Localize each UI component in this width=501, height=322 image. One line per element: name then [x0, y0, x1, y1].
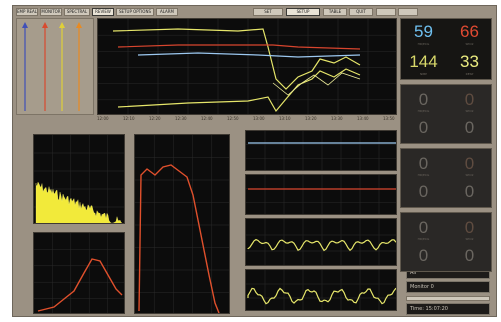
progress-bar [406, 296, 490, 301]
table-button[interactable]: TABLE [323, 8, 347, 16]
tab-emp-real[interactable]: EMP REAL [16, 8, 38, 16]
vital-group-value: 0 [418, 90, 429, 109]
setup-button[interactable]: SETUP [286, 8, 320, 16]
vital-resp-value: 33 [460, 52, 479, 71]
quit-button[interactable]: QUIT [349, 8, 373, 16]
vital-hr-value: 59 [414, 22, 433, 41]
vital-hr-label: HR/ECG [417, 42, 430, 46]
vital-group-label: HR/ECG [417, 109, 430, 113]
vital-group-value: 0 [464, 218, 475, 237]
waveform-3-trace [247, 238, 396, 252]
vital-group-value: 0 [464, 118, 475, 137]
spectrum-chart [33, 134, 125, 224]
histogram-curve [37, 258, 123, 312]
waveform-4-graphic [246, 270, 396, 310]
waveform-3-graphic [246, 219, 396, 265]
vital-group-value: 0 [464, 154, 475, 173]
tab-alarm[interactable]: ALARM [156, 8, 178, 16]
waveform-1-graphic [246, 131, 396, 170]
vitals-group-3: 0 HR/ECG 0 SPO2 0 0 [400, 212, 492, 272]
vital-spo2-label: SPO2 [465, 42, 474, 46]
set-button[interactable]: SET [253, 8, 283, 16]
vital-nibp-value: 144 [409, 52, 438, 71]
monitor-window: EMP REAL MONITOR SPECTRAL REVIEW SETUP O… [12, 5, 497, 317]
tab-monitor[interactable]: MONITOR [40, 8, 62, 16]
waveform-4-trace [247, 287, 396, 305]
toolbar-extra-2[interactable] [398, 8, 418, 16]
vital-group-value: 0 [418, 118, 429, 137]
vitals-primary: 59 HR/ECG 66 SPO2 144 NIBP 33 RESP [400, 18, 492, 80]
spectrum-graphic [34, 135, 124, 223]
vital-group-label: HR/ECG [417, 237, 430, 241]
trend-series-red [117, 44, 361, 50]
vital-spo2-value: 66 [460, 22, 479, 41]
plateau-curve [138, 164, 220, 313]
time-field: Time: 15:07:20 [406, 303, 490, 315]
tab-setup-options[interactable]: SETUP OPTIONS [116, 8, 154, 16]
trend-x-tick: 12:20 [149, 116, 161, 121]
trend-series-blue [137, 52, 361, 58]
vital-group-label: HR/ECG [417, 173, 430, 177]
bar-gauges [16, 18, 94, 115]
vital-group-value: 0 [464, 182, 475, 201]
vitals-group-1: 0 HR/ECG 0 SPO2 0 0 [400, 84, 492, 144]
histogram-chart [33, 232, 125, 314]
vital-group-value: 0 [464, 90, 475, 109]
trend-x-tick: 13:00 [253, 116, 265, 121]
trend-x-tick: 13:10 [279, 116, 291, 121]
vital-group-label: SPO2 [465, 173, 474, 177]
trend-x-tick: 13:50 [383, 116, 395, 121]
vital-group-value: 0 [464, 246, 475, 265]
trend-series-yellow-2 [117, 68, 361, 113]
vital-group-value: 0 [418, 154, 429, 173]
tab-spectral[interactable]: SPECTRAL [64, 8, 90, 16]
trend-x-tick: 12:10 [123, 116, 135, 121]
waveform-strip-4 [245, 269, 397, 311]
trend-x-tick: 12:40 [201, 116, 213, 121]
trend-x-tick: 13:40 [357, 116, 369, 121]
waveform-strip-1 [245, 130, 397, 171]
vital-group-value: 0 [418, 218, 429, 237]
trend-x-tick: 12:00 [97, 116, 109, 121]
vital-group-value: 0 [418, 182, 429, 201]
trend-chart [97, 18, 397, 115]
vital-resp-label: RESP [465, 72, 474, 76]
trend-x-tick: 12:50 [227, 116, 239, 121]
monitor-field[interactable]: Monitor 0 [406, 281, 490, 293]
tab-review[interactable]: REVIEW [92, 8, 114, 16]
trend-x-tick: 12:30 [175, 116, 187, 121]
plateau-chart [134, 134, 230, 314]
time-value: 15:07:20 [425, 306, 448, 312]
trend-x-axis: 12:00 12:10 12:20 12:30 12:40 12:50 13:00 13:10… [97, 116, 397, 122]
waveform-strip-3 [245, 218, 397, 266]
histogram-graphic [34, 233, 124, 313]
bar-gauges-graphic [22, 22, 82, 111]
spectrum-area [35, 181, 123, 223]
vital-nibp-label: NIBP [420, 72, 427, 76]
trend-graphic [98, 19, 396, 114]
vital-group-value: 0 [418, 246, 429, 265]
vital-group-label: SPO2 [465, 237, 474, 241]
trend-series-yellow-3 [272, 72, 361, 96]
vitals-group-2: 0 HR/ECG 0 SPO2 0 0 [400, 148, 492, 208]
toolbar-extra-1[interactable] [376, 8, 396, 16]
waveform-2-graphic [246, 175, 396, 214]
trend-x-tick: 13:20 [305, 116, 317, 121]
time-label: Time [410, 306, 423, 312]
waveform-strip-2 [245, 174, 397, 215]
vital-group-label: SPO2 [465, 109, 474, 113]
trend-series-yellow-1 [112, 28, 361, 90]
plateau-graphic [135, 135, 229, 313]
trend-x-tick: 13:30 [331, 116, 343, 121]
